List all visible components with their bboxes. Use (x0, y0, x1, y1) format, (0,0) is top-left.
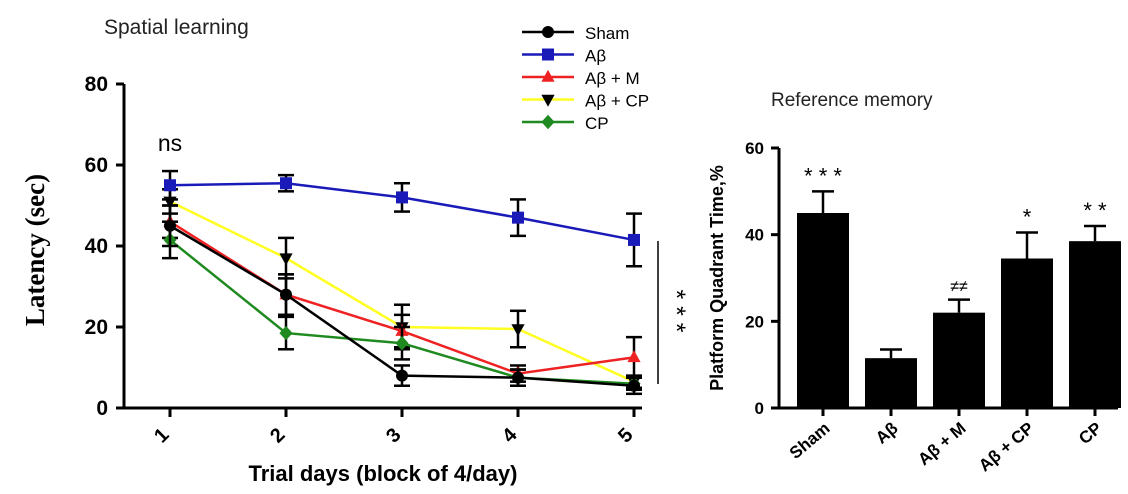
bar-ab-m: ≠≠ (933, 279, 985, 408)
y-tick-label: 80 (85, 73, 108, 96)
legend-item-cp: CP (522, 114, 609, 133)
legend-label: Aβ (585, 47, 606, 66)
line-chart-plot-area (162, 169, 642, 396)
y-tick-label: 40 (745, 226, 764, 245)
bar (797, 213, 849, 408)
bar-sham: * * * (797, 163, 849, 408)
legend-marker (541, 114, 555, 130)
legend-label: Aβ + M (585, 69, 640, 88)
significance-label: ≠≠ (950, 279, 968, 296)
bar-ab (865, 348, 917, 408)
series-sham (162, 204, 642, 396)
y-tick-label: 0 (96, 397, 108, 420)
significance-label: * (1023, 205, 1032, 230)
x-tick-label: CP (1075, 419, 1105, 449)
x-tick-label: Aβ + M (914, 419, 969, 470)
line-chart-y-label: Latency (sec) (20, 174, 50, 326)
data-point (628, 379, 640, 392)
x-tick-label: 5 (614, 424, 637, 447)
line-chart-annotation-stars: * * * (662, 289, 690, 332)
data-point (164, 179, 176, 192)
bar (865, 358, 917, 408)
y-tick-label: 0 (755, 399, 764, 418)
bar-chart-x-ticks: Sham Aβ Aβ + M Aβ + CP CP (786, 408, 1106, 475)
data-point (627, 350, 641, 363)
y-tick-label: 60 (85, 154, 108, 177)
bar (933, 312, 985, 408)
x-tick-label: Aβ (872, 419, 902, 448)
x-tick-label: Sham (786, 419, 834, 463)
legend-label: CP (585, 114, 609, 133)
data-point (512, 211, 524, 224)
bar-ab-cp: * (1001, 205, 1053, 408)
line-chart-x-ticks: 1 2 3 4 5 (150, 408, 637, 447)
data-point (396, 191, 408, 204)
data-point (628, 233, 640, 246)
bar-chart: Reference memory 0 20 40 60 * * * ≠≠ * * * Sha… (707, 90, 1121, 475)
data-point (280, 177, 292, 190)
legend-marker (541, 94, 555, 107)
line-chart-x-label: Trial days (block of 4/day) (249, 461, 518, 486)
legend-marker (541, 69, 555, 82)
x-tick-label: 3 (382, 424, 405, 447)
data-point (279, 325, 293, 341)
x-tick-label: Aβ + CP (975, 419, 1038, 476)
line-chart-title: Spatial learning (104, 16, 249, 39)
x-tick-label: 1 (150, 424, 173, 447)
legend-label: Aβ + CP (585, 92, 649, 111)
bar-chart-title: Reference memory (771, 90, 933, 111)
bar-chart-bars: * * * ≠≠ * * * (797, 163, 1121, 408)
line-chart-annotation-ns: ns (158, 130, 182, 156)
line-chart-y-ticks: 0 20 40 60 80 (85, 73, 124, 420)
data-point (512, 371, 524, 384)
data-point (395, 336, 409, 351)
y-tick-label: 20 (745, 312, 764, 331)
data-point (280, 288, 292, 301)
legend-item-ab-cp: Aβ + CP (522, 92, 649, 111)
data-point (396, 369, 408, 382)
legend-label: Sham (585, 24, 629, 43)
y-tick-label: 40 (85, 235, 108, 258)
legend-marker (542, 48, 554, 61)
significance-label: * * (1083, 198, 1107, 223)
data-point (511, 324, 525, 337)
y-tick-label: 60 (745, 139, 764, 158)
bar-chart-y-ticks: 0 20 40 60 (745, 139, 779, 418)
x-tick-label: 2 (266, 424, 289, 447)
legend-item-ab: Aβ (522, 47, 606, 66)
legend-marker (542, 26, 554, 38)
line-chart-legend: Sham Aβ Aβ + M Aβ + CP CP (522, 24, 649, 133)
series-ab (162, 169, 642, 268)
bar-chart-y-label: Platform Quadrant Time,% (707, 165, 727, 391)
bar (1069, 241, 1121, 408)
data-point (279, 253, 293, 266)
x-tick-label: 4 (498, 423, 522, 447)
data-point (164, 219, 176, 232)
legend-item-ab-m: Aβ + M (522, 69, 640, 88)
y-tick-label: 20 (85, 316, 108, 339)
bar (1001, 258, 1053, 408)
bar-cp: * * (1069, 198, 1121, 408)
legend-item-sham: Sham (522, 24, 629, 43)
line-chart: Spatial learning 0 20 40 60 80 1 2 3 4 5 Latency… (20, 16, 690, 486)
significance-label: * * * (804, 163, 842, 188)
